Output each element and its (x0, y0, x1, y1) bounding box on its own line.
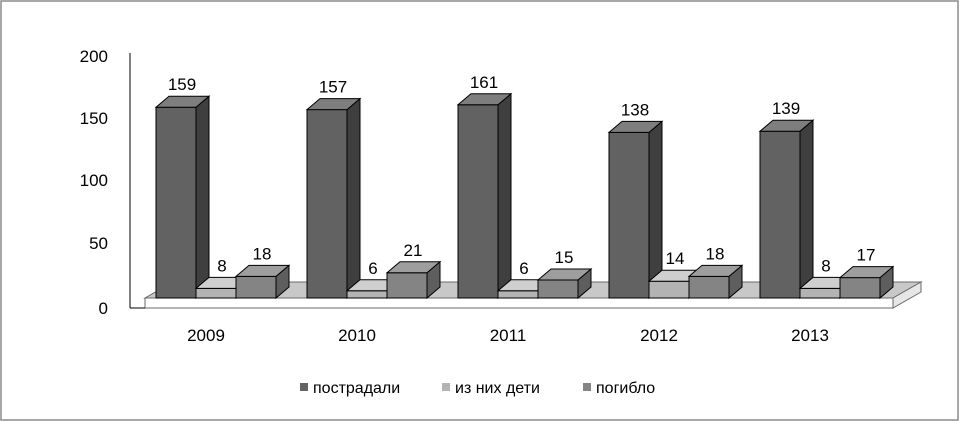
y-tick-label: 150 (80, 109, 108, 128)
x-axis-ticks: 2009 2010 2011 2012 2013 (187, 326, 829, 345)
bars (154, 92, 895, 300)
bar (305, 97, 362, 300)
bar-top (305, 98, 362, 111)
data-label: 14 (666, 249, 685, 268)
legend-item: пострадали (300, 380, 400, 397)
bar-side (346, 97, 361, 300)
legend-swatch (300, 383, 308, 391)
bar (758, 119, 815, 300)
data-label: 157 (319, 78, 347, 97)
legend-item: погибло (583, 380, 655, 397)
data-label: 8 (217, 256, 226, 275)
x-tick-label: 2013 (791, 326, 829, 345)
legend-swatch (442, 383, 450, 391)
bar-front (155, 106, 197, 299)
data-label: 6 (519, 259, 528, 278)
data-label: 21 (404, 241, 423, 260)
bar-top (456, 93, 513, 106)
bar-front (648, 280, 690, 299)
bar-top (687, 264, 744, 277)
legend-swatch (583, 383, 591, 391)
bar (154, 95, 211, 300)
bar (536, 267, 593, 300)
bar-top (607, 120, 664, 133)
bar-side (195, 95, 210, 300)
bar-front (195, 287, 237, 299)
data-label: 8 (821, 256, 830, 275)
data-label: 15 (555, 248, 574, 267)
bar-top (838, 266, 895, 279)
bar-front (457, 104, 499, 299)
bar-front (306, 109, 348, 299)
bar-top (758, 119, 815, 132)
bar-top (536, 268, 593, 281)
floor-side (892, 281, 922, 309)
bar-side (497, 92, 512, 300)
bar-top (234, 264, 291, 277)
x-tick-label: 2011 (490, 326, 527, 345)
data-label: 17 (857, 246, 876, 265)
bar-front (839, 277, 881, 299)
y-tick-label: 0 (99, 299, 108, 318)
bar (607, 120, 664, 300)
floor-front (144, 297, 894, 309)
bar-front (235, 275, 277, 299)
legend-item: из них дети (442, 380, 540, 397)
data-label: 18 (253, 244, 272, 263)
y-tick-label: 50 (89, 234, 108, 253)
bar-front (537, 279, 579, 299)
bar-front (608, 131, 650, 299)
bar-front (799, 287, 841, 299)
legend-label: из них дети (455, 380, 540, 397)
bar-side (799, 119, 814, 300)
bar-front (346, 290, 388, 299)
y-tick-label: 200 (80, 47, 108, 66)
bar-front (497, 290, 539, 299)
bar-front (386, 272, 428, 299)
data-label: 159 (168, 75, 196, 94)
y-tick-label: 100 (80, 171, 108, 190)
data-label: 161 (470, 73, 498, 92)
legend-label: пострадали (313, 380, 400, 397)
data-label: 18 (706, 244, 725, 263)
bar (687, 264, 744, 300)
data-label: 138 (621, 100, 649, 119)
bar-front (688, 275, 730, 299)
data-label: 6 (368, 259, 377, 278)
bar (234, 264, 291, 300)
legend: пострадали из них дети погибло (300, 380, 655, 397)
bar-top (154, 95, 211, 108)
x-tick-label: 2012 (640, 326, 678, 345)
data-label: 139 (772, 99, 800, 118)
x-tick-label: 2009 (187, 326, 225, 345)
bar-top (385, 261, 442, 274)
y-axis: 0 50 100 150 200 (80, 47, 145, 318)
bar (385, 260, 442, 300)
legend-label: погибло (596, 380, 655, 397)
data-labels: 159 8 18 157 6 21 161 6 15 138 14 18 139 8 17 (168, 73, 876, 278)
x-tick-label: 2010 (338, 326, 376, 345)
bar-front (759, 130, 801, 299)
bar (456, 92, 513, 300)
bar (838, 265, 895, 300)
